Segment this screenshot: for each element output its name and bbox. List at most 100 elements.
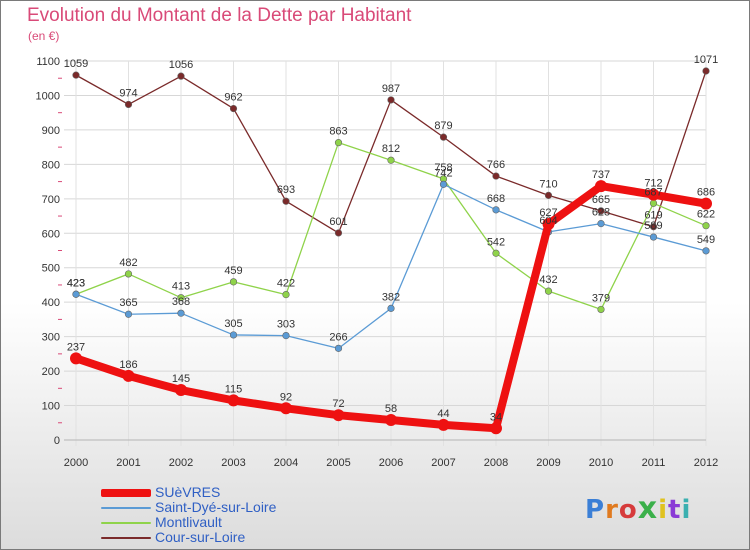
- data-point: [282, 291, 290, 299]
- x-tick-label: 2005: [326, 457, 350, 469]
- legend-swatch: [101, 522, 151, 525]
- data-point: [229, 278, 238, 286]
- chart-unit: (en €): [28, 29, 60, 43]
- data-point: [437, 418, 450, 431]
- data-label: 619: [644, 210, 662, 222]
- data-label: 742: [434, 167, 452, 179]
- data-label: 1056: [169, 59, 193, 71]
- x-tick-label: 2003: [221, 457, 245, 469]
- y-tick-label: 600: [42, 228, 60, 240]
- data-label: 687: [644, 186, 662, 198]
- data-point: [229, 104, 238, 113]
- data-label: 423: [67, 277, 85, 289]
- data-point: [177, 72, 185, 80]
- data-point: [334, 344, 343, 352]
- data-label: 1059: [64, 58, 88, 70]
- data-point: [70, 352, 82, 365]
- data-point: [387, 96, 395, 104]
- y-tick-label: 500: [42, 263, 60, 275]
- data-label: 58: [385, 403, 397, 415]
- data-label: 974: [119, 87, 137, 99]
- data-point: [647, 188, 660, 201]
- data-label: 186: [119, 359, 137, 371]
- data-point: [544, 191, 553, 199]
- y-tick-label: 100: [42, 401, 60, 413]
- data-point: [124, 310, 133, 318]
- data-point: [124, 270, 133, 278]
- data-point: [177, 294, 185, 302]
- data-point: [597, 220, 605, 228]
- data-point: [702, 222, 710, 230]
- data-point: [387, 304, 395, 312]
- data-point: [702, 247, 710, 255]
- data-label: 432: [539, 274, 557, 286]
- data-point: [439, 180, 448, 188]
- data-point: [702, 67, 710, 75]
- y-tick-label: 300: [42, 332, 60, 344]
- x-tick-label: 2002: [169, 457, 193, 469]
- data-label: 34: [490, 411, 502, 423]
- brand-logo: Proxiti: [585, 491, 692, 526]
- data-label: 145: [172, 373, 190, 385]
- data-point: [227, 394, 240, 407]
- data-label: 766: [487, 159, 505, 171]
- y-tick-label: 200: [42, 366, 60, 378]
- data-label: 879: [434, 120, 452, 132]
- y-tick-label: 400: [42, 297, 60, 309]
- data-point: [649, 233, 658, 241]
- data-label: 737: [592, 169, 610, 181]
- legend-label: SUèVRES: [155, 484, 221, 500]
- x-tick-label: 2004: [274, 457, 298, 469]
- data-label: 422: [277, 278, 295, 290]
- data-point: [385, 414, 397, 427]
- data-label: 622: [697, 209, 715, 221]
- data-label: 863: [329, 126, 347, 138]
- data-label: 237: [67, 341, 85, 353]
- data-point: [282, 332, 290, 340]
- series-labels-2: 423 482 413 459 422 863 812 758 542 432 379 687 622: [67, 126, 715, 305]
- data-label: 413: [172, 281, 190, 293]
- data-point: [229, 331, 238, 339]
- chart-title: Evolution du Montant de la Dette par Hab…: [27, 5, 412, 26]
- y-tick-label: 1000: [36, 90, 60, 102]
- x-tick-label: 2008: [484, 457, 508, 469]
- data-point: [332, 409, 345, 422]
- legend-item: Cour-sur-Loire: [101, 530, 276, 545]
- data-point: [492, 172, 500, 180]
- y-tick-label: 0: [54, 435, 60, 447]
- data-point: [72, 71, 80, 79]
- data-label: 303: [277, 319, 295, 331]
- series-labels-0: 237 186 145 115 92 72 58 44 34 627 737 712 686: [67, 169, 715, 423]
- data-label: 482: [119, 257, 137, 269]
- data-label: 459: [224, 265, 242, 277]
- data-point: [334, 139, 343, 147]
- data-label: 382: [382, 291, 400, 303]
- legend-item: Montlivault: [101, 515, 276, 530]
- x-tick-label: 2009: [536, 457, 560, 469]
- data-point: [597, 305, 605, 314]
- data-point: [177, 309, 185, 317]
- data-label: 1071: [694, 54, 718, 66]
- data-label: 812: [382, 143, 400, 155]
- x-tick-label: 2006: [379, 457, 403, 469]
- data-label: 266: [329, 331, 347, 343]
- x-tick-label: 2000: [64, 457, 88, 469]
- x-tick-label: 2012: [694, 457, 718, 469]
- data-label: 44: [437, 408, 449, 420]
- series-labels-1: 423 365 368 305 303 266 382 742 668 604 628 589 549: [67, 167, 715, 343]
- legend-item: SUèVRES: [101, 485, 276, 500]
- data-label: 368: [172, 296, 190, 308]
- data-label: 693: [277, 184, 295, 196]
- data-point: [334, 229, 343, 237]
- data-point: [72, 290, 80, 298]
- y-tick-label: 900: [42, 125, 60, 137]
- y-tick-label: 700: [42, 194, 60, 206]
- data-label: 379: [592, 292, 610, 304]
- y-tick-label: 1100: [36, 56, 60, 68]
- data-point: [490, 422, 502, 435]
- data-label: 92: [280, 391, 292, 403]
- data-label: 423: [67, 277, 85, 289]
- data-point: [597, 207, 605, 215]
- data-point: [439, 133, 448, 141]
